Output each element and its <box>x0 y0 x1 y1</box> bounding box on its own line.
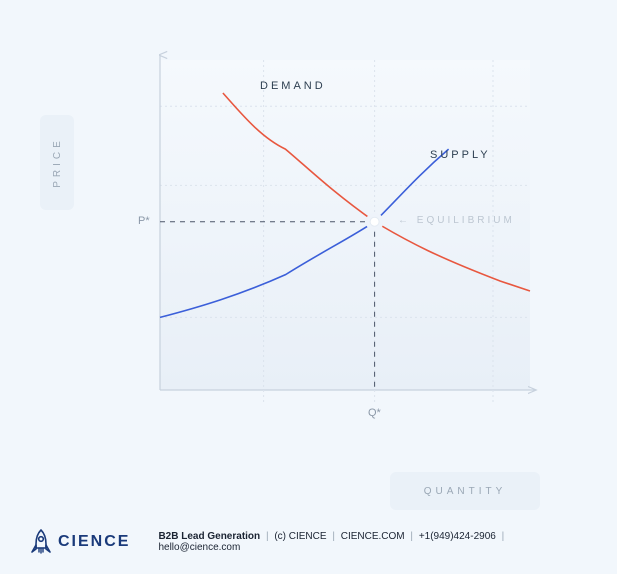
x-axis-label: QUANTITY <box>424 486 507 497</box>
y-axis-label: PRICE <box>52 137 63 188</box>
rocket-icon <box>30 529 52 555</box>
separator: | <box>266 531 269 542</box>
footer-phone: +1(949)424-2906 <box>419 531 496 542</box>
footer-tagline: B2B Lead Generation <box>158 531 260 542</box>
footer-text: B2B Lead Generation | (c) CIENCE | CIENC… <box>158 531 587 553</box>
separator: | <box>502 531 505 542</box>
supply-label: SUPPLY <box>430 149 491 161</box>
separator: | <box>410 531 413 542</box>
arrow-left-icon: ← <box>398 215 411 226</box>
chart-svg <box>130 50 540 430</box>
y-axis-label-box: PRICE <box>40 115 74 210</box>
equilibrium-point <box>370 217 379 226</box>
supply-demand-chart: PRICE <box>45 35 575 490</box>
p-star-label: P* <box>138 215 150 227</box>
brand-name: CIENCE <box>58 533 130 551</box>
x-axis-label-box: QUANTITY <box>390 472 540 510</box>
brand-logo: CIENCE <box>30 529 130 555</box>
equilibrium-label: ← EQUILIBRIUM <box>398 215 515 226</box>
footer-email: hello@cience.com <box>158 542 240 553</box>
footer-copyright: (c) CIENCE <box>274 531 326 542</box>
separator: | <box>332 531 335 542</box>
q-star-label: Q* <box>368 407 381 419</box>
footer: CIENCE B2B Lead Generation | (c) CIENCE … <box>0 519 617 574</box>
demand-label: DEMAND <box>260 80 326 92</box>
plot-area: DEMAND SUPPLY ← EQUILIBRIUM P* Q* <box>130 50 540 430</box>
footer-website: CIENCE.COM <box>341 531 405 542</box>
